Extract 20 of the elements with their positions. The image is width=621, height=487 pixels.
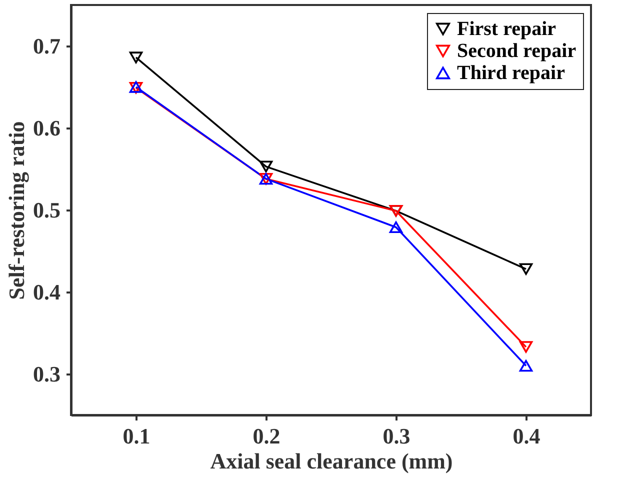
y-tick-label: 0.6: [33, 116, 60, 140]
x-axis-title: Axial seal clearance (mm): [210, 448, 453, 474]
x-tick-label: 0.2: [252, 424, 280, 448]
y-tick-label: 0.4: [33, 280, 60, 304]
point: [519, 360, 533, 372]
legend-label: Third repair: [457, 62, 566, 84]
legend-label: First repair: [457, 18, 556, 40]
y-tick-label: 0.5: [33, 198, 60, 222]
point: [259, 160, 273, 172]
point: [519, 341, 533, 353]
point: [129, 52, 143, 64]
y-axis-title: Self-restoring ratio: [4, 121, 29, 300]
x-tick-label: 0.4: [512, 424, 540, 448]
y-tick-label: 0.7: [33, 34, 60, 58]
legend-label: Second repair: [457, 40, 576, 62]
point: [389, 221, 403, 234]
y-tick-label: 0.3: [33, 362, 60, 386]
point: [519, 263, 533, 275]
x-tick-label: 0.1: [122, 424, 150, 448]
x-tick-label: 0.3: [382, 424, 410, 448]
